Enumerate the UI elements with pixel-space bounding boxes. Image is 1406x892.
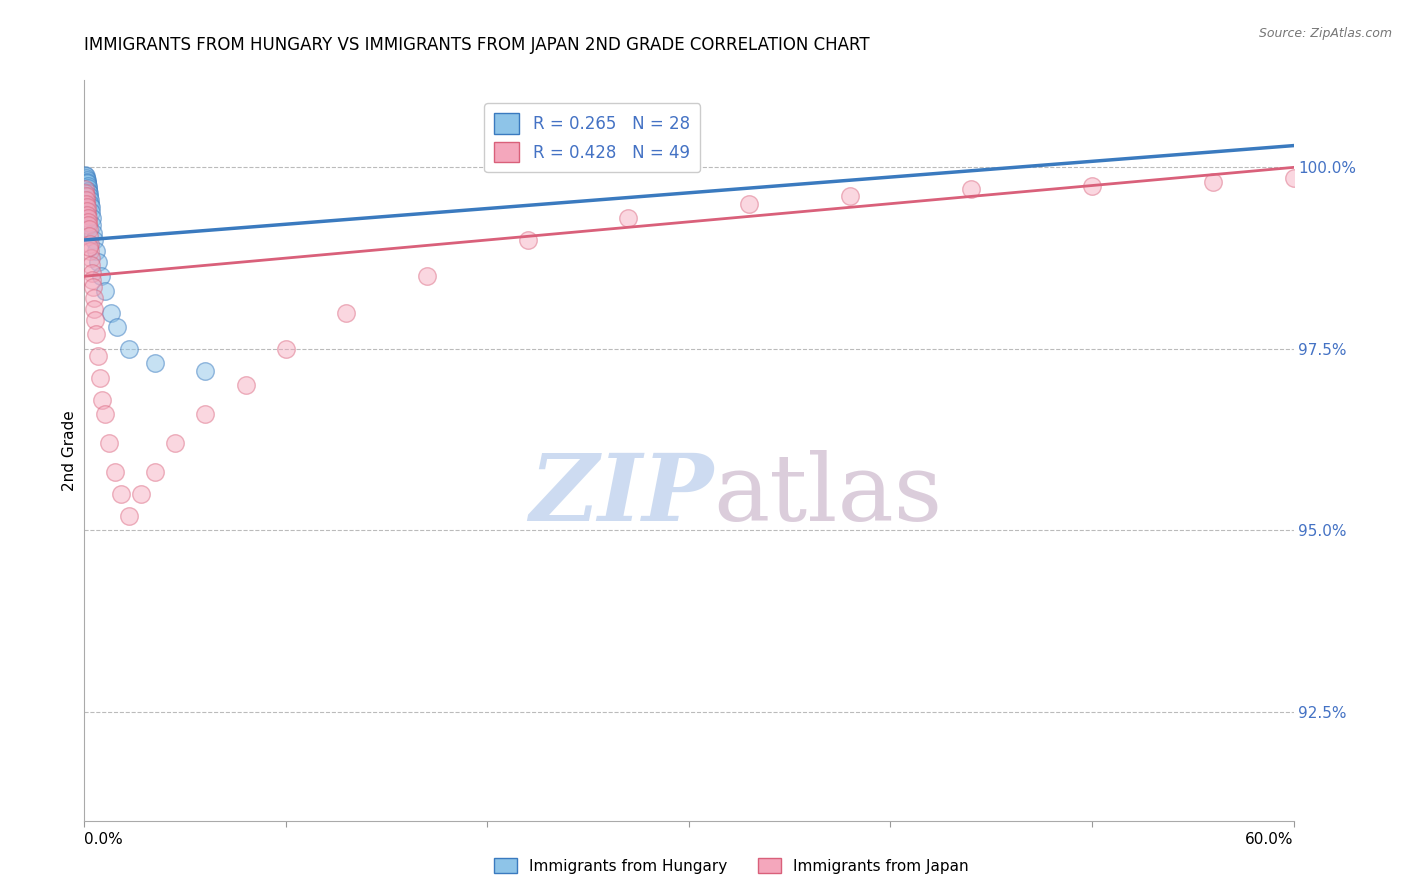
Point xyxy=(75,186,97,200)
Text: Source: ZipAtlas.com: Source: ZipAtlas.com xyxy=(1258,27,1392,40)
Legend: Immigrants from Hungary, Immigrants from Japan: Immigrants from Hungary, Immigrants from… xyxy=(488,852,974,880)
Point xyxy=(86,244,108,258)
Point xyxy=(76,178,98,193)
Point xyxy=(110,487,132,501)
Point xyxy=(80,200,103,214)
Point xyxy=(960,182,983,196)
Point xyxy=(82,226,104,240)
Point xyxy=(79,196,101,211)
Point xyxy=(516,233,538,247)
Point xyxy=(87,254,110,268)
Point xyxy=(84,313,107,327)
Point xyxy=(100,305,122,319)
Text: ZIP: ZIP xyxy=(529,450,713,540)
Point xyxy=(80,205,103,219)
Point xyxy=(617,211,640,226)
Text: atlas: atlas xyxy=(713,450,942,540)
Point xyxy=(75,193,97,207)
Point xyxy=(77,180,100,194)
Point xyxy=(93,284,115,298)
Point xyxy=(83,291,105,305)
Text: 60.0%: 60.0% xyxy=(1246,831,1294,847)
Point xyxy=(89,371,111,385)
Point xyxy=(194,407,217,421)
Point xyxy=(143,465,166,479)
Y-axis label: 2nd Grade: 2nd Grade xyxy=(62,410,77,491)
Point xyxy=(118,508,141,523)
Point xyxy=(143,356,166,370)
Point xyxy=(73,182,96,196)
Point xyxy=(839,189,862,203)
Legend: R = 0.265   N = 28, R = 0.428   N = 49: R = 0.265 N = 28, R = 0.428 N = 49 xyxy=(485,103,700,172)
Point xyxy=(82,273,104,287)
Point xyxy=(76,175,98,189)
Point xyxy=(80,211,103,226)
Point xyxy=(90,269,112,284)
Point xyxy=(86,327,108,342)
Point xyxy=(79,244,101,258)
Point xyxy=(105,320,128,334)
Point xyxy=(77,184,100,198)
Point xyxy=(76,200,98,214)
Point xyxy=(75,189,97,203)
Point xyxy=(77,186,100,200)
Point xyxy=(1202,175,1225,189)
Point xyxy=(75,169,97,183)
Point xyxy=(82,219,104,233)
Point xyxy=(274,342,297,356)
Point xyxy=(76,208,98,222)
Point xyxy=(75,171,97,186)
Point xyxy=(1081,178,1104,193)
Point xyxy=(79,189,101,203)
Point xyxy=(83,301,105,316)
Point xyxy=(194,363,217,377)
Point xyxy=(77,215,100,229)
Point xyxy=(79,229,101,244)
Point xyxy=(335,305,357,319)
Point xyxy=(79,193,101,207)
Point xyxy=(80,251,103,265)
Point xyxy=(83,233,105,247)
Point xyxy=(93,407,115,421)
Point xyxy=(79,240,101,254)
Point xyxy=(87,349,110,363)
Point xyxy=(76,211,98,226)
Point xyxy=(77,219,100,233)
Point xyxy=(118,342,141,356)
Point xyxy=(1282,171,1305,186)
Point xyxy=(76,203,98,218)
Point xyxy=(79,236,101,251)
Point xyxy=(91,392,114,407)
Point xyxy=(129,487,152,501)
Text: IMMIGRANTS FROM HUNGARY VS IMMIGRANTS FROM JAPAN 2ND GRADE CORRELATION CHART: IMMIGRANTS FROM HUNGARY VS IMMIGRANTS FR… xyxy=(84,36,870,54)
Point xyxy=(75,196,97,211)
Point xyxy=(97,436,120,450)
Point xyxy=(738,196,761,211)
Point xyxy=(75,168,97,182)
Point xyxy=(80,266,103,280)
Point xyxy=(76,177,98,191)
Point xyxy=(80,258,103,272)
Point xyxy=(82,280,104,294)
Point xyxy=(416,269,439,284)
Point xyxy=(104,465,127,479)
Point xyxy=(235,378,257,392)
Point xyxy=(165,436,187,450)
Point xyxy=(77,222,100,236)
Text: 0.0%: 0.0% xyxy=(84,831,124,847)
Point xyxy=(76,172,98,186)
